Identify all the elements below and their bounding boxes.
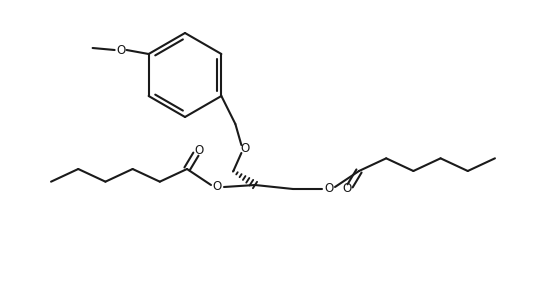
Text: O: O [194,144,204,157]
Text: O: O [342,182,352,195]
Text: O: O [116,44,125,57]
Text: O: O [324,182,334,195]
Text: O: O [241,142,250,155]
Text: O: O [212,180,222,193]
